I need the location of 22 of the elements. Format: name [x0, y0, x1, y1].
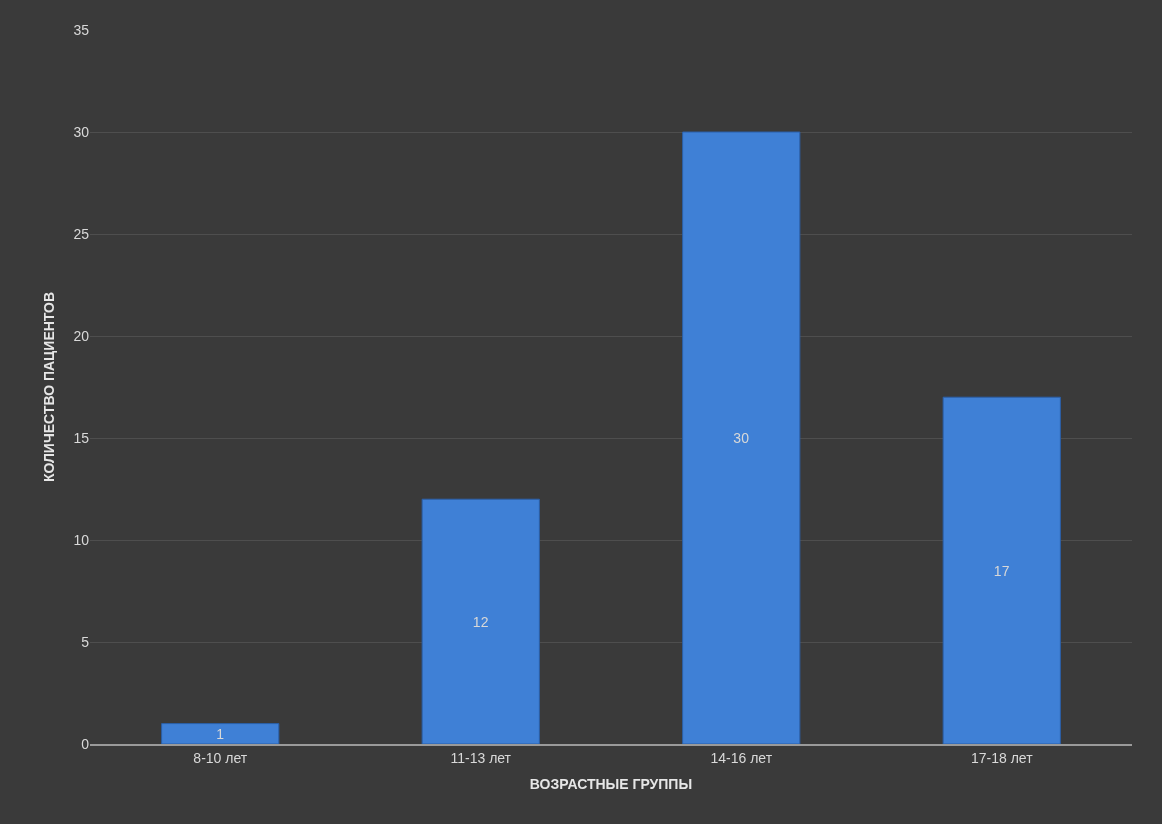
x-tick-label: 17-18 лет — [970, 749, 1034, 766]
y-tick-label: 15 — [73, 429, 90, 446]
y-tick-label: 30 — [73, 123, 90, 140]
bar — [942, 396, 1061, 744]
data-label: 30 — [733, 430, 750, 446]
data-label: 12 — [472, 613, 489, 630]
y-tick-label: 10 — [73, 531, 90, 548]
bar — [682, 131, 801, 744]
y-tick-label: 25 — [73, 225, 90, 242]
x-tick-label: 8-10 лет — [193, 749, 248, 766]
data-label: 1 — [216, 725, 225, 742]
x-tick-label: 11-13 лет — [450, 749, 512, 766]
x-axis-title: ВОЗРАСТНЫЕ ГРУППЫ — [529, 776, 693, 793]
data-label: 17 — [993, 562, 1010, 579]
y-tick-label: 20 — [73, 327, 90, 344]
bar — [421, 498, 540, 744]
x-tick-label: 14-16 лет — [710, 749, 773, 766]
y-tick-label: 0 — [81, 735, 90, 752]
bar — [161, 723, 280, 744]
y-axis-title: КОЛИЧЕСТВО ПАЦИЕНТОВ — [41, 291, 58, 483]
y-tick-label: 35 — [73, 21, 90, 38]
y-tick-label: 5 — [81, 633, 90, 650]
